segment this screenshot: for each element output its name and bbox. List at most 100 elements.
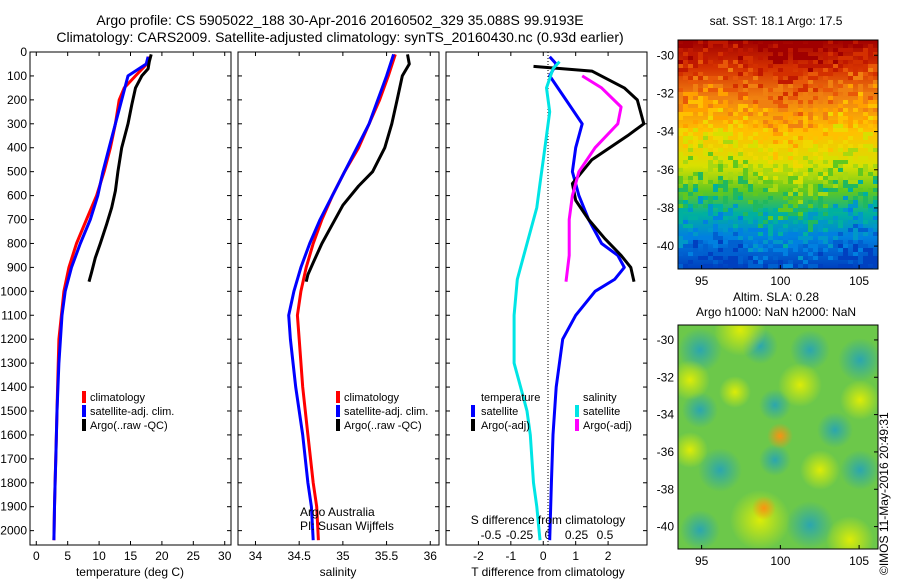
- sst-cell: [833, 132, 838, 136]
- temperature-x-tick-label: 25: [187, 549, 201, 563]
- sst-y-tick-label: -38: [657, 201, 675, 215]
- sst-cell: [813, 188, 818, 192]
- sst-cell: [853, 80, 858, 84]
- sst-cell: [763, 44, 768, 48]
- sst-cell: [793, 212, 798, 216]
- sst-cell: [818, 252, 823, 256]
- sst-cell: [773, 72, 778, 76]
- sst-cell: [868, 116, 873, 120]
- sst-cell: [743, 92, 748, 96]
- sst-cell: [723, 224, 728, 228]
- sst-cell: [758, 148, 763, 152]
- sst-cell: [738, 180, 743, 184]
- sst-cell: [733, 260, 738, 264]
- sst-cell: [733, 196, 738, 200]
- sst-cell: [733, 256, 738, 260]
- sst-cell: [808, 144, 813, 148]
- sst-cell: [813, 208, 818, 212]
- sst-cell: [678, 48, 683, 52]
- sst-cell: [688, 128, 693, 132]
- sst-cell: [718, 140, 723, 144]
- sst-cell: [688, 236, 693, 240]
- sst-cell: [798, 200, 803, 204]
- salinity-x-axis: 34 34.5 35 35.5 36: [249, 52, 437, 563]
- sst-y-tick-label: -34: [657, 125, 675, 139]
- sst-cell: [753, 144, 758, 148]
- sst-cell: [828, 52, 833, 56]
- sst-cell: [873, 52, 878, 56]
- sst-cell: [743, 128, 748, 132]
- sst-cell: [713, 108, 718, 112]
- sst-cell: [678, 112, 683, 116]
- sst-cell: [848, 180, 853, 184]
- sst-cell: [858, 84, 863, 88]
- sst-cell: [823, 132, 828, 136]
- sst-cell: [723, 216, 728, 220]
- sst-cell: [798, 88, 803, 92]
- sst-cell: [733, 120, 738, 124]
- sst-cell: [818, 176, 823, 180]
- sst-cell: [808, 84, 813, 88]
- sst-cell: [678, 92, 683, 96]
- sst-cell: [838, 264, 843, 268]
- sst-cell: [833, 204, 838, 208]
- sst-cell: [698, 124, 703, 128]
- sst-cell: [838, 68, 843, 72]
- sst-cell: [713, 64, 718, 68]
- sst-cell: [753, 260, 758, 264]
- sst-cell: [728, 156, 733, 160]
- sst-cell: [678, 240, 683, 244]
- sst-cell: [838, 124, 843, 128]
- sst-cell: [793, 80, 798, 84]
- sst-cell: [688, 64, 693, 68]
- sst-cell: [873, 48, 878, 52]
- sla-anomaly: [678, 360, 710, 400]
- sst-cell: [808, 80, 813, 84]
- sst-cell: [818, 216, 823, 220]
- sst-cell: [848, 228, 853, 232]
- sst-cell: [758, 256, 763, 260]
- sst-cell: [713, 132, 718, 136]
- sst-cell: [843, 112, 848, 116]
- sst-cell: [683, 60, 688, 64]
- sst-cell: [748, 212, 753, 216]
- sst-cell: [773, 176, 778, 180]
- sst-cell: [688, 232, 693, 236]
- sst-cell: [788, 208, 793, 212]
- sst-cell: [803, 116, 808, 120]
- sst-cell: [868, 44, 873, 48]
- sst-cell: [793, 192, 798, 196]
- sst-cell: [683, 188, 688, 192]
- sst-cell: [688, 224, 693, 228]
- sst-cell: [728, 260, 733, 264]
- sst-cell: [838, 256, 843, 260]
- sst-cell: [758, 216, 763, 220]
- sst-cell: [778, 56, 783, 60]
- sst-cell: [848, 212, 853, 216]
- sst-cell: [813, 48, 818, 52]
- sst-cell: [738, 156, 743, 160]
- sst-cell: [808, 64, 813, 68]
- sst-cell: [838, 232, 843, 236]
- sst-cell: [793, 204, 798, 208]
- sst-cell: [858, 60, 863, 64]
- sst-cell: [773, 116, 778, 120]
- sst-cell: [693, 80, 698, 84]
- sst-cell: [808, 76, 813, 80]
- sst-cell: [788, 240, 793, 244]
- sst-cell: [788, 44, 793, 48]
- sst-cell: [858, 104, 863, 108]
- sst-cell: [678, 104, 683, 108]
- sst-cell: [788, 124, 793, 128]
- sst-cell: [843, 108, 848, 112]
- sst-cell: [763, 248, 768, 252]
- sst-cell: [723, 252, 728, 256]
- sst-cell: [873, 116, 878, 120]
- sst-cell: [838, 160, 843, 164]
- sst-cell: [848, 152, 853, 156]
- sst-cell: [833, 112, 838, 116]
- sst-cell: [768, 232, 773, 236]
- sst-cell: [783, 120, 788, 124]
- sst-cell: [868, 124, 873, 128]
